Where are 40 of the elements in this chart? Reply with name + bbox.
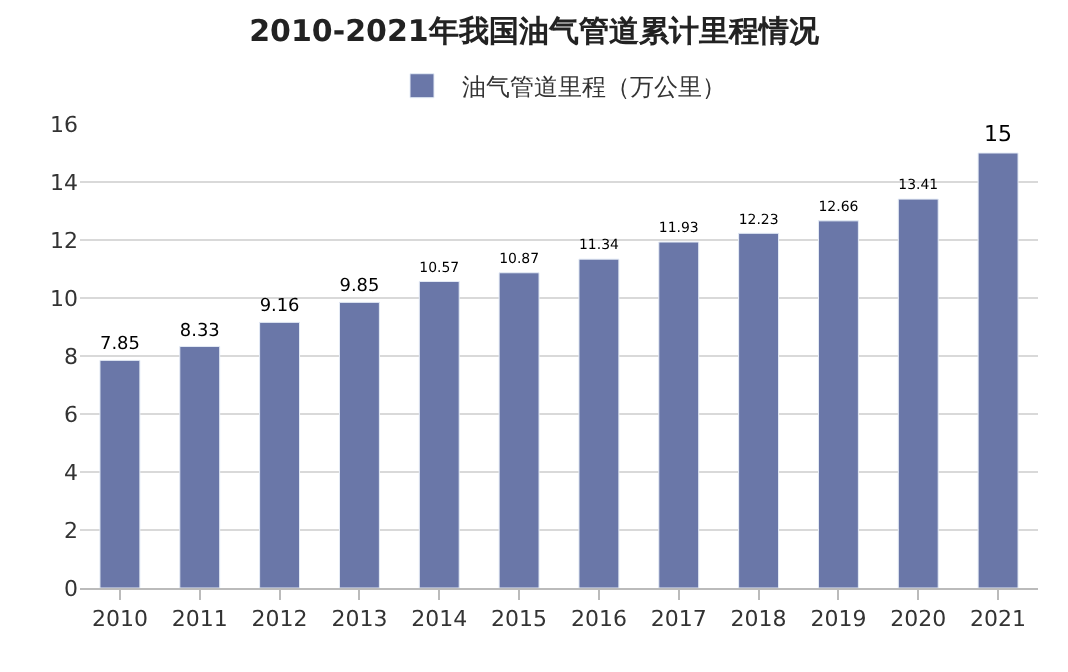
x-tick-label: 2020 bbox=[890, 606, 947, 633]
bar bbox=[977, 152, 1019, 588]
y-tick-label: 0 bbox=[64, 575, 78, 602]
bar bbox=[738, 232, 780, 588]
x-tick-label: 2013 bbox=[331, 606, 388, 633]
x-tick-label: 2010 bbox=[91, 606, 148, 633]
y-tick-label: 6 bbox=[64, 401, 78, 428]
data-label: 9.16 bbox=[259, 297, 301, 318]
data-label: 9.85 bbox=[339, 277, 380, 298]
x-tick-label: 2016 bbox=[570, 606, 627, 633]
x-tick-label: 2014 bbox=[411, 606, 468, 633]
bar bbox=[897, 198, 939, 588]
data-label: 15 bbox=[984, 121, 1013, 147]
x-tick-label: 2021 bbox=[970, 606, 1027, 633]
data-label: 8.33 bbox=[179, 321, 220, 342]
data-label: 7.85 bbox=[99, 335, 140, 356]
bar bbox=[578, 258, 620, 588]
x-tick-label: 2015 bbox=[491, 606, 548, 633]
bar bbox=[418, 280, 460, 588]
legend-label: 油气管道里程（万公里） bbox=[462, 73, 726, 102]
chart-title: 2010-2021年我国油气管道累计里程情况 bbox=[249, 13, 821, 50]
bar bbox=[338, 301, 380, 588]
y-tick-label: 16 bbox=[50, 111, 78, 138]
bar bbox=[259, 321, 301, 588]
x-tick-label: 2012 bbox=[251, 606, 308, 633]
bar bbox=[179, 345, 221, 588]
y-tick-label: 8 bbox=[64, 343, 78, 370]
y-tick-label: 10 bbox=[50, 285, 78, 312]
x-tick-label: 2011 bbox=[171, 606, 228, 633]
bar bbox=[817, 220, 859, 588]
x-tick-label: 2017 bbox=[650, 606, 707, 633]
y-tick-label: 12 bbox=[50, 227, 78, 254]
bar bbox=[498, 272, 540, 588]
y-tick-label: 14 bbox=[50, 169, 78, 196]
bar bbox=[658, 241, 700, 588]
x-tick-label: 2019 bbox=[810, 606, 867, 633]
x-tick-label: 2018 bbox=[730, 606, 787, 633]
y-tick-label: 4 bbox=[64, 459, 78, 486]
y-tick-label: 2 bbox=[64, 517, 78, 544]
bar bbox=[99, 359, 141, 588]
